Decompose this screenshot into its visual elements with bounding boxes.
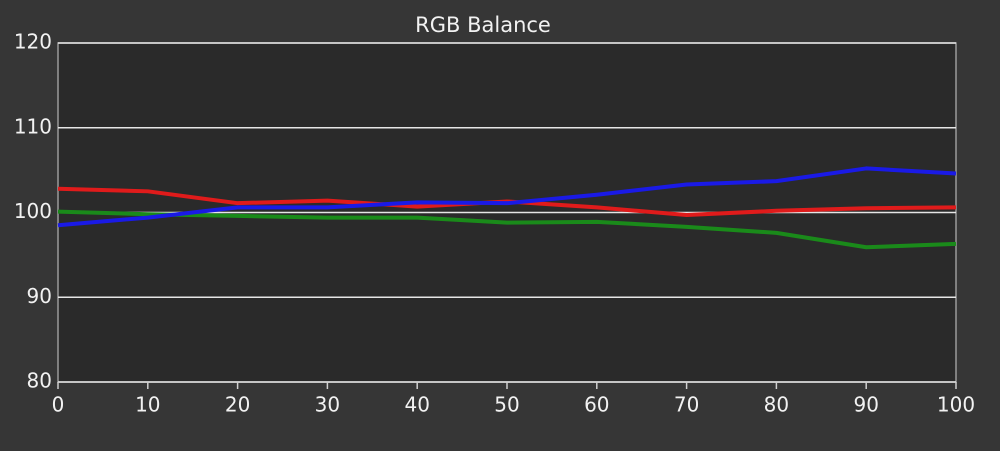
x-tick-label: 80 — [764, 393, 789, 417]
y-tick-label: 100 — [14, 199, 52, 223]
y-tick-label: 80 — [27, 369, 52, 393]
y-tick-label: 120 — [14, 30, 52, 54]
x-tick-label: 30 — [315, 393, 340, 417]
x-tick-label: 100 — [937, 393, 975, 417]
y-tick-label: 110 — [14, 114, 52, 138]
x-tick-label: 60 — [584, 393, 609, 417]
x-tick-label: 50 — [494, 393, 519, 417]
chart-title: RGB Balance — [415, 13, 551, 37]
x-tick-label: 90 — [853, 393, 878, 417]
x-tick-label: 10 — [135, 393, 160, 417]
x-tick-label: 0 — [52, 393, 65, 417]
x-tick-label: 40 — [404, 393, 429, 417]
data-line — [57, 166, 957, 228]
x-tick-label: 20 — [225, 393, 250, 417]
data-line — [57, 209, 957, 250]
x-tick-label: 70 — [674, 393, 699, 417]
y-tick-label: 90 — [27, 284, 52, 308]
